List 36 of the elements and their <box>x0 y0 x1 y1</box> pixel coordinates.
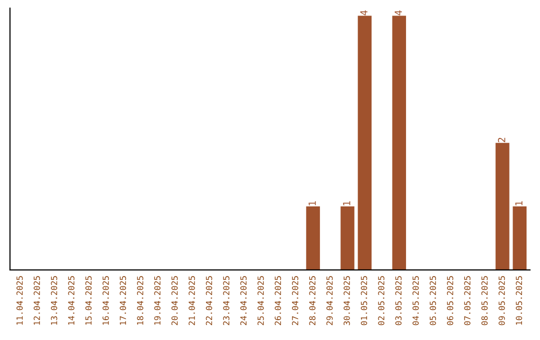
x-tick-label: 11.04.2025 <box>16 276 23 325</box>
data-label: 1 <box>308 201 316 206</box>
x-tick-label: 24.04.2025 <box>240 276 247 326</box>
x-tick-label: 02.05.2025 <box>378 276 384 326</box>
x-tick-label: 12.04.2025 <box>34 276 40 325</box>
x-tick-label: 29.04.2025 <box>326 276 333 326</box>
x-tick-label: 21.04.2025 <box>188 276 195 326</box>
data-label: 1 <box>515 201 522 206</box>
data-label: 4 <box>360 10 368 16</box>
x-tick-label: 19.04.2025 <box>154 276 161 325</box>
x-tick-label: 16.04.2025 <box>102 276 109 325</box>
x-tick-label: 17.04.2025 <box>120 276 126 325</box>
x-tick-label: 25.04.2025 <box>258 276 264 326</box>
x-tick-label: 07.05.2025 <box>464 276 470 326</box>
data-label: 4 <box>394 10 402 16</box>
x-tick-label: 13.04.2025 <box>50 276 58 325</box>
data-label: 1 <box>343 201 350 206</box>
x-tick-label: 28.04.2025 <box>309 276 316 326</box>
x-tick-label: 26.04.2025 <box>274 276 282 326</box>
x-tick-label: 27.04.2025 <box>292 276 298 326</box>
x-tick-label: 03.05.2025 <box>395 276 402 326</box>
x-tick-label: 08.05.2025 <box>481 276 488 326</box>
x-tick-label: 14.04.2025 <box>68 276 74 325</box>
x-tick-label: 05.05.2025 <box>430 276 436 326</box>
x-tick-label: 18.04.2025 <box>136 276 144 325</box>
data-label: 2 <box>498 138 506 142</box>
x-tick-label: 01.05.2025 <box>360 276 368 326</box>
x-tick-label: 22.04.2025 <box>206 276 212 326</box>
x-tick-label: 10.05.2025 <box>516 276 522 325</box>
x-tick-label: 23.04.2025 <box>223 276 230 326</box>
x-tick-label: 20.04.2025 <box>171 276 178 326</box>
x-tick-label: 09.05.2025 <box>498 276 505 326</box>
x-tick-label: 15.04.2025 <box>85 276 92 325</box>
x-tick-label: 04.05.2025 <box>412 276 419 326</box>
x-tick-label: 06.05.2025 <box>446 276 454 326</box>
x-tick-label: 30.04.2025 <box>344 276 350 326</box>
